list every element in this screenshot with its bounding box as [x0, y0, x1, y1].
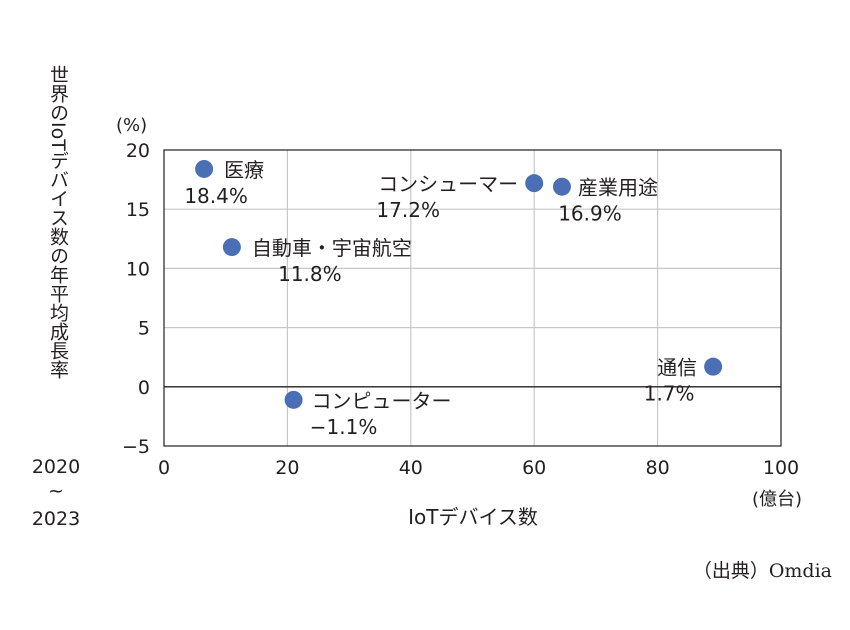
x-tick-label: 100 [763, 457, 799, 479]
point-name-label: 通信 [657, 356, 697, 380]
data-point [284, 390, 303, 409]
data-point [195, 159, 214, 178]
y-tick-label: −5 [122, 436, 150, 458]
point-value-label: 16.9% [558, 202, 622, 226]
point-name-label: 医療 [224, 158, 264, 182]
y-tick-label: 0 [138, 377, 150, 399]
point-value-label: 11.8% [278, 262, 342, 286]
data-point [222, 238, 241, 257]
data-point [525, 174, 544, 193]
x-axis-label: IoTデバイス数 [408, 505, 538, 529]
point-value-label: −1.1% [310, 415, 378, 439]
x-tick-label: 60 [522, 457, 546, 479]
grid-lines [164, 150, 781, 446]
source-note: （出典）Omdia [692, 560, 832, 582]
x-tick-label: 40 [399, 457, 423, 479]
tick-labels: −5 0 5 10 15 20 0 20 40 60 80 100 [122, 140, 799, 479]
x-tick-label: 0 [158, 457, 170, 479]
point-name-label: コンピューター [312, 389, 452, 413]
point-name-label: 自動車・宇宙航空 [252, 236, 412, 260]
point-name-label: コンシューマー [378, 172, 518, 196]
x-tick-label: 20 [275, 457, 299, 479]
y-tick-label: 10 [126, 258, 150, 280]
point-name-label: 産業用途 [578, 176, 658, 200]
axes [163, 149, 782, 447]
point-value-label: 18.4% [184, 184, 248, 208]
plot-frame [163, 149, 782, 447]
data-point [704, 357, 723, 376]
y-tick-label: 5 [138, 318, 150, 340]
y-tick-label: 20 [126, 140, 150, 162]
point-value-label: 17.2% [376, 198, 440, 222]
point-value-label: 1.7% [644, 382, 695, 406]
data-points [195, 159, 723, 409]
y-tick-label: 15 [126, 199, 150, 221]
data-point [552, 177, 571, 196]
y-axis-period-text: 2023 [32, 508, 80, 530]
y-axis-period-text: ~ [48, 480, 64, 502]
x-axis-unit: (億台) [752, 489, 802, 510]
y-axis-period-text: 2020 [32, 456, 80, 478]
x-tick-label: 80 [646, 457, 670, 479]
y-axis-label: 世界のIoTデバイス数の年平均成長率 [47, 65, 69, 379]
y-axis-unit: (%) [116, 115, 147, 136]
y-axis-period: 2020~2023 [32, 456, 80, 530]
